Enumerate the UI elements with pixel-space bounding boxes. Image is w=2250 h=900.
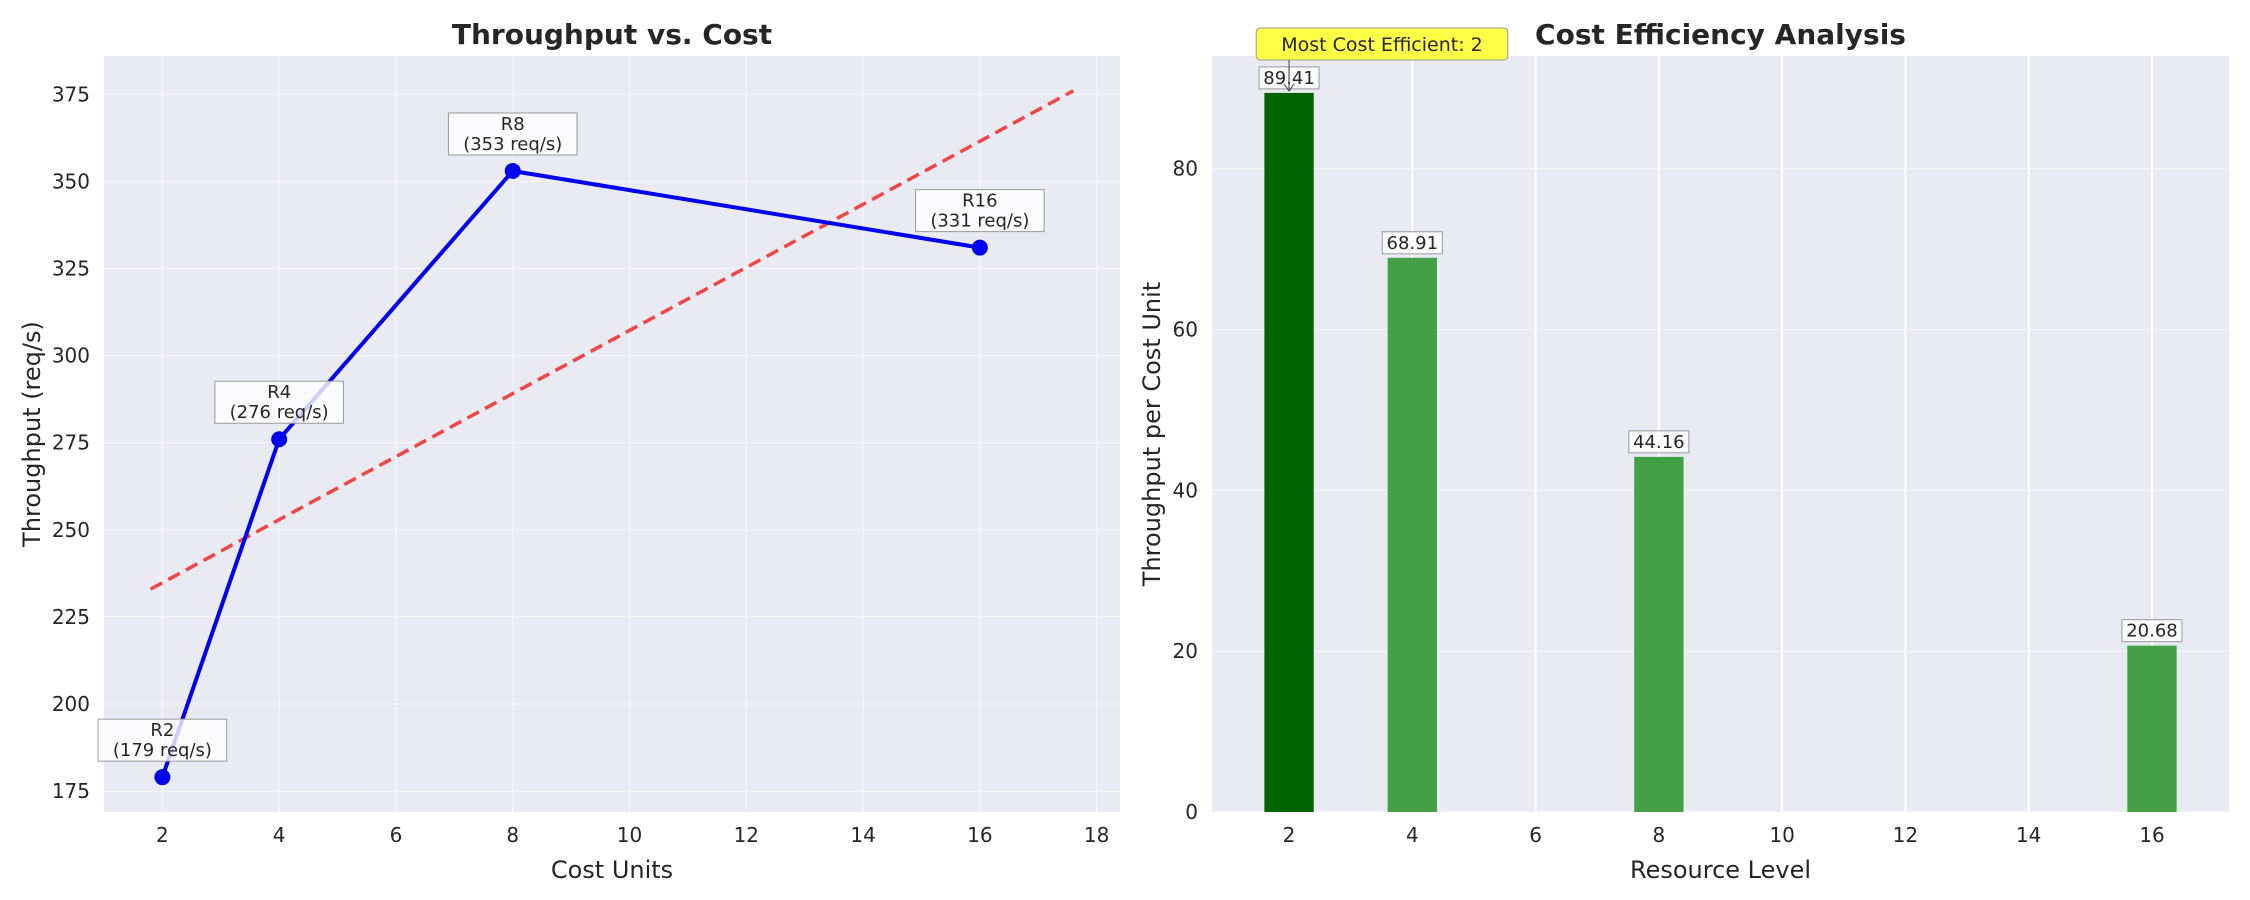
throughput-series bbox=[154, 162, 988, 786]
x-tick-label: 8 bbox=[506, 823, 519, 847]
trend-line bbox=[149, 89, 1075, 591]
x-axis-label-right: Resource Level bbox=[1630, 856, 1811, 884]
y-tick-label: 375 bbox=[52, 82, 90, 106]
x-tick-label: 2 bbox=[1283, 823, 1296, 847]
y-tick-label: 175 bbox=[52, 779, 90, 803]
x-axis-label-left: Cost Units bbox=[551, 856, 673, 884]
y-axis-label-left: Throughput (req/s) bbox=[18, 321, 46, 548]
most-efficient-callout: Most Cost Efficient: 2 bbox=[1255, 27, 1509, 92]
bar bbox=[2127, 645, 2177, 812]
annotation-label: R2 bbox=[150, 720, 174, 741]
y-tick-label: 60 bbox=[1173, 317, 1198, 341]
data-point bbox=[271, 431, 288, 448]
bar bbox=[1634, 456, 1684, 812]
bar-label-box bbox=[1628, 430, 1690, 454]
x-tick-label: 16 bbox=[967, 823, 992, 847]
point-annotations: R2(179 req/s)R4(276 req/s)R8(353 req/s)R… bbox=[97, 112, 1045, 762]
series-line bbox=[160, 168, 981, 778]
x-tick-label: 8 bbox=[1652, 823, 1665, 847]
bar-label-text: 68.91 bbox=[1387, 233, 1439, 254]
chart-title-right: Cost Efficiency Analysis bbox=[1535, 18, 1906, 51]
y-tick-label: 80 bbox=[1173, 157, 1198, 181]
efficiency-bars bbox=[1264, 92, 2177, 812]
y-ticks-left: 175 200 225 250 275 300 325 350 375 bbox=[52, 82, 90, 803]
trend-line-segment bbox=[149, 89, 1075, 591]
y-tick-label: 350 bbox=[52, 169, 90, 193]
plot-area-left bbox=[104, 56, 1120, 812]
x-tick-label: 2 bbox=[156, 823, 169, 847]
data-point bbox=[154, 769, 171, 786]
x-tick-label: 12 bbox=[1893, 823, 1918, 847]
point-annotation: R8(353 req/s) bbox=[447, 112, 578, 156]
x-tick-label: 4 bbox=[273, 823, 286, 847]
bar-label-box bbox=[2121, 619, 2183, 643]
y-tick-label: 275 bbox=[52, 431, 90, 455]
bar-label-text: 20.68 bbox=[2126, 621, 2178, 642]
annotation-box bbox=[447, 112, 578, 156]
y-tick-label: 20 bbox=[1173, 639, 1198, 663]
x-tick-label: 4 bbox=[1406, 823, 1419, 847]
point-annotation: R4(276 req/s) bbox=[214, 380, 344, 424]
x-tick-label: 12 bbox=[734, 823, 759, 847]
bar-value-label: 68.91 bbox=[1381, 231, 1443, 255]
y-tick-label: 200 bbox=[52, 692, 90, 716]
y-tick-label: 0 bbox=[1185, 800, 1198, 824]
annotation-value: (276 req/s) bbox=[230, 402, 329, 423]
x-tick-label: 10 bbox=[617, 823, 642, 847]
x-tick-label: 6 bbox=[390, 823, 403, 847]
y-axis-label-right: Throughput per Cost Unit bbox=[1138, 282, 1166, 587]
x-tick-label: 18 bbox=[1084, 823, 1109, 847]
annotation-box bbox=[97, 718, 228, 762]
bar bbox=[1264, 92, 1314, 812]
x-tick-label: 14 bbox=[850, 823, 875, 847]
annotation-box bbox=[915, 189, 1045, 233]
grid-left bbox=[104, 56, 1120, 812]
x-tick-label: 14 bbox=[2016, 823, 2041, 847]
y-tick-label: 250 bbox=[52, 518, 90, 542]
annotation-label: R8 bbox=[501, 114, 525, 135]
annotation-label: R4 bbox=[267, 382, 291, 403]
chart-title-left: Throughput vs. Cost bbox=[452, 18, 772, 51]
annotation-value: (179 req/s) bbox=[113, 740, 212, 761]
x-ticks-right: 2 4 6 8 10 12 14 16 bbox=[1283, 823, 2165, 847]
point-annotation: R16(331 req/s) bbox=[915, 189, 1045, 233]
annotation-box bbox=[214, 380, 344, 424]
y-tick-label: 325 bbox=[52, 257, 90, 281]
bar-label-text: 44.16 bbox=[1633, 432, 1685, 453]
point-annotation: R2(179 req/s) bbox=[97, 718, 228, 762]
callout-box bbox=[1255, 27, 1509, 61]
annotation-value: (331 req/s) bbox=[930, 211, 1029, 232]
x-tick-label: 16 bbox=[2139, 823, 2164, 847]
annotation-value: (353 req/s) bbox=[463, 134, 562, 155]
x-tick-label: 6 bbox=[1529, 823, 1542, 847]
bar-label-box bbox=[1381, 231, 1443, 255]
plot-area-right bbox=[1212, 56, 2229, 812]
y-tick-label: 40 bbox=[1173, 478, 1198, 502]
bar bbox=[1387, 257, 1437, 812]
annotation-label: R16 bbox=[962, 191, 997, 212]
data-point bbox=[971, 239, 988, 256]
callout-arrow bbox=[1283, 60, 1295, 92]
x-tick-label: 10 bbox=[1769, 823, 1794, 847]
y-ticks-right: 0 20 40 60 80 bbox=[1173, 157, 1198, 824]
bar-value-label: 44.16 bbox=[1628, 430, 1690, 454]
y-tick-label: 225 bbox=[52, 605, 90, 629]
callout-text: Most Cost Efficient: 2 bbox=[1281, 34, 1483, 56]
data-point bbox=[504, 162, 521, 179]
y-tick-label: 300 bbox=[52, 344, 90, 368]
x-ticks-left: 2 4 6 8 10 12 14 16 18 bbox=[156, 823, 1109, 847]
throughput-vs-cost-chart: R2(179 req/s)R4(276 req/s)R8(353 req/s)R… bbox=[18, 18, 1120, 884]
bar-value-label: 20.68 bbox=[2121, 619, 2183, 643]
